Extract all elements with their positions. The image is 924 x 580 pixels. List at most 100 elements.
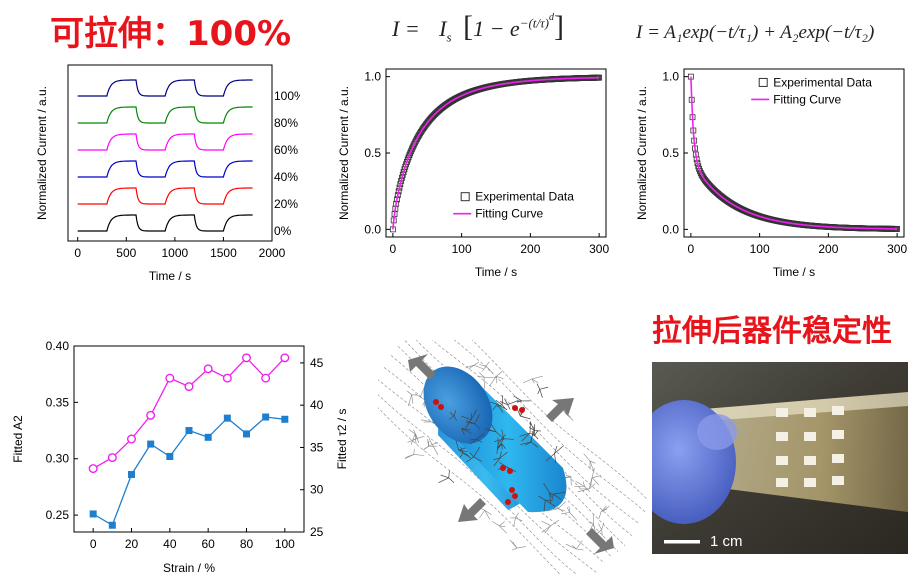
series-label: 20% [274,197,298,211]
x-tick-label: 0 [688,242,695,256]
x-tick-label: 20 [125,537,139,551]
x-tick-label: 500 [116,246,136,260]
series-line-80% [77,106,253,124]
stretch-arrows [408,354,614,554]
y-left-axis-label: Fitted A2 [11,415,25,463]
x-tick-label: 0 [74,246,81,260]
x-tick-label: 200 [818,242,838,256]
point-tau2 [88,464,98,474]
point-A2 [166,452,174,460]
chart-strain-transients: 0 500 1000 1500 2000 Time / s Normalized Curre… [35,64,300,283]
plot-frame [67,64,273,242]
x-tick-label: 1500 [210,246,237,260]
y-right-tick-label: 30 [310,483,324,497]
x-tick-label: 1000 [162,246,189,260]
y-right-tick-label: 35 [310,440,324,454]
legend-marker-data [460,192,470,202]
plot-frame [73,345,305,533]
x-tick-label: 0 [390,242,397,256]
equation-rise-is: I [439,16,447,41]
x-axis-label: Strain / % [163,561,215,575]
equation-rise: I = Is [1 − e−(t/τ)d] [392,10,564,45]
series-line-tau2 [92,356,286,470]
x-tick-label: 80 [240,537,254,551]
legend-label-data: Experimental Data [475,190,574,204]
x-tick-label: 100 [750,242,770,256]
point-A2 [204,433,212,441]
x-tick-label: 2000 [259,246,286,260]
y-tick-label: 0.0 [364,222,381,236]
equation-rise-exp: −(t/τ) [519,15,549,31]
y-axis-label: Normalized Current / a.u. [337,86,351,220]
equation-rise-is-sub: s [446,29,452,45]
point-A2 [223,414,231,422]
y-tick-label: 0.5 [662,146,679,160]
legend-label-fit: Fitting Curve [773,92,841,106]
x-axis-label: Time / s [149,269,191,283]
point-tau2 [222,373,232,383]
x-axis-label: Time / s [475,265,517,279]
y-left-tick-label: 0.30 [46,452,70,466]
headline-stability: 拉伸后器件稳定性 [652,314,892,349]
stretched-film [692,392,908,512]
point-tau2 [126,434,136,444]
series-label: 60% [274,143,298,157]
fitting-curve [690,76,898,230]
series-label: 40% [274,170,298,184]
y-right-tick-label: 25 [310,525,324,539]
equation-decay: I = A₁exp(−t/τ₁) + A₂exp(−t/τ₂) [636,22,875,43]
x-tick-label: 200 [520,242,540,256]
polymer-network-illustration [378,340,648,575]
point-A2 [108,521,116,529]
series-line-0% [77,214,253,232]
data-point [406,152,413,159]
y-right-axis-label: Fitted τ2 / s [335,409,349,470]
series-label: 100% [274,89,300,103]
x-tick-label: 100 [452,242,472,256]
y-right-tick-label: 40 [310,398,324,412]
series-label: 80% [274,116,298,130]
point-tau2 [203,364,213,374]
legend-marker-data [758,77,768,87]
y-axis-label: Normalized Current / a.u. [35,86,49,220]
series-line-60% [77,133,253,151]
equation-rise-bracket: 1 − e [473,16,520,41]
cylinder [423,366,567,513]
point-A2 [243,430,250,438]
x-tick-label: 0 [90,537,97,551]
device-photo: 1 cm [652,362,908,554]
y-left-tick-label: 0.25 [46,508,70,522]
y-tick-label: 1.0 [364,70,381,84]
point-A2 [185,427,193,435]
data-point [408,148,414,155]
dopant-dots [433,399,525,505]
y-axis-label: Normalized Current / a.u. [635,86,649,220]
arrow-top-left-icon [408,354,436,380]
point-tau2 [184,382,194,392]
series-line-40% [77,160,253,178]
arrow-bottom-right-icon [586,528,614,554]
series-line-20% [77,187,253,205]
point-A2 [128,471,135,479]
y-tick-label: 0.0 [662,222,679,236]
legend-label-data: Experimental Data [773,75,872,89]
y-tick-label: 1.0 [662,70,679,84]
point-tau2 [241,353,251,363]
x-tick-label: 300 [589,242,609,256]
point-A2 [262,413,270,421]
legend-label-fit: Fitting Curve [475,207,543,221]
device-electrodes [776,406,844,487]
point-tau2 [261,373,271,383]
y-right-tick-label: 45 [310,356,324,370]
chart-fitted-params: 0 20 40 60 80 100 0.25 0.30 0.35 0.40 25 30 35 40 45 St… [11,339,349,575]
arrow-top-right-icon [546,398,574,422]
y-left-tick-label: 0.40 [46,339,70,353]
data-point [407,150,414,157]
x-tick-label: 40 [163,537,177,551]
equation-rise-exp-sup: d [549,11,554,23]
series-line-100% [77,79,253,97]
point-tau2 [107,453,117,463]
series-label: 0% [274,224,292,238]
y-left-tick-label: 0.35 [46,395,70,409]
headline-stretchable: 可拉伸：100% [50,14,292,54]
